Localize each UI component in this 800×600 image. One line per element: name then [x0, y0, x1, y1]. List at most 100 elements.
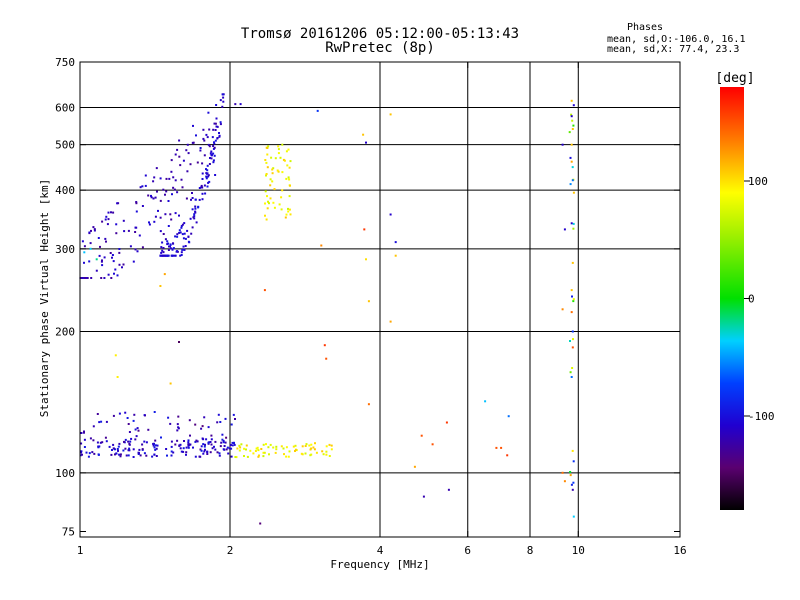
data-point	[172, 451, 175, 454]
data-point	[194, 423, 197, 426]
data-point	[263, 289, 266, 292]
data-point	[155, 447, 158, 450]
data-point	[212, 152, 215, 155]
data-point	[203, 445, 206, 448]
data-point	[569, 340, 571, 342]
data-point	[279, 156, 282, 159]
data-point	[264, 202, 266, 205]
data-point	[132, 260, 135, 263]
data-point	[278, 203, 281, 206]
y-tick-label: 100	[55, 467, 75, 480]
data-point	[141, 443, 144, 446]
data-point	[280, 196, 283, 199]
data-point	[203, 416, 206, 419]
data-point	[246, 455, 249, 458]
data-point	[114, 354, 117, 357]
data-point	[92, 226, 95, 229]
data-point	[118, 263, 121, 266]
data-point	[211, 447, 214, 450]
data-point	[230, 447, 233, 450]
data-point	[170, 170, 173, 173]
data-point	[572, 222, 575, 225]
data-point	[166, 243, 169, 246]
data-point	[214, 440, 217, 443]
data-point	[100, 420, 103, 423]
data-point	[186, 170, 189, 173]
data-point	[204, 192, 207, 195]
data-point	[154, 444, 157, 447]
x-tick-label: 8	[527, 544, 534, 557]
data-point	[570, 376, 573, 378]
data-point	[266, 207, 269, 210]
data-point	[214, 122, 217, 125]
data-point	[217, 413, 220, 416]
data-point	[571, 488, 574, 491]
data-point	[252, 452, 255, 455]
y-axis-label: Stationary phase Virtual Height [km]	[38, 179, 51, 417]
data-points	[79, 93, 575, 525]
data-point	[180, 226, 183, 229]
data-point	[139, 186, 142, 189]
data-point	[367, 300, 370, 303]
data-point	[240, 443, 243, 446]
data-point	[287, 210, 290, 213]
data-point	[243, 455, 245, 457]
data-point	[114, 453, 116, 456]
data-point	[212, 128, 215, 131]
data-point	[171, 193, 173, 196]
data-point	[192, 124, 194, 127]
phase-stats-title: Phases	[626, 22, 664, 33]
data-point	[254, 450, 257, 452]
data-point	[506, 454, 509, 457]
data-point	[166, 240, 169, 243]
data-point	[294, 444, 297, 447]
data-point	[185, 451, 188, 454]
data-point	[283, 159, 286, 162]
data-point	[201, 425, 204, 428]
data-point	[105, 215, 108, 218]
data-point	[187, 439, 190, 442]
data-point	[135, 210, 138, 213]
phase-stats-o-mode: mean, sd,O:-106.0, 16.1	[607, 34, 746, 45]
data-point	[265, 174, 267, 177]
y-tick-label: 750	[55, 56, 75, 69]
data-point	[83, 261, 85, 264]
data-point	[570, 483, 573, 486]
data-point	[231, 444, 234, 447]
data-point	[389, 320, 392, 323]
data-point	[281, 171, 284, 174]
data-point	[181, 233, 184, 236]
data-point	[182, 237, 185, 240]
data-point	[216, 451, 219, 454]
data-point	[187, 235, 190, 238]
data-point	[275, 448, 278, 451]
data-point	[238, 449, 241, 452]
data-point	[363, 228, 366, 231]
data-point	[172, 247, 175, 250]
data-point	[285, 150, 288, 153]
data-point	[571, 295, 573, 298]
data-point	[202, 128, 205, 131]
data-point	[194, 455, 197, 458]
data-point	[101, 264, 104, 267]
x-tick-label: 4	[377, 544, 384, 557]
data-point	[266, 195, 268, 198]
data-point	[187, 240, 190, 243]
data-point	[168, 177, 171, 180]
data-point	[199, 448, 202, 451]
data-point	[128, 442, 131, 445]
data-point	[152, 444, 155, 447]
data-point	[178, 231, 181, 234]
data-point	[194, 207, 197, 210]
data-point	[98, 421, 101, 424]
data-point	[209, 157, 211, 159]
data-point	[179, 254, 182, 257]
data-point	[108, 445, 111, 448]
data-point	[127, 423, 130, 425]
data-point	[180, 251, 183, 254]
data-point	[207, 441, 210, 444]
data-point	[155, 455, 158, 457]
data-point	[221, 438, 224, 441]
data-point	[220, 441, 223, 444]
data-point	[118, 412, 121, 415]
